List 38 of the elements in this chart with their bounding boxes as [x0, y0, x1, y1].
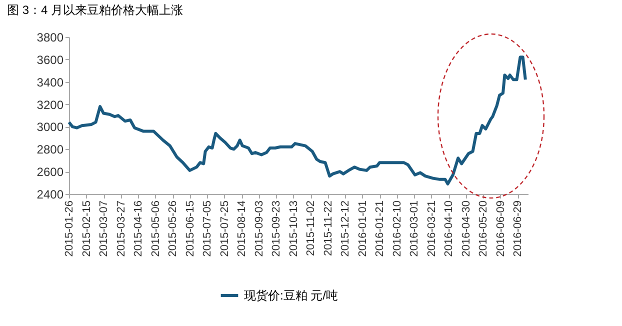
- x-tick-label: 2016-03-01: [408, 200, 421, 257]
- x-tick-label: 2015-02-15: [80, 200, 93, 257]
- x-tick-label: 2016-06-29: [512, 200, 524, 257]
- y-tick-label: 3400: [36, 75, 64, 90]
- y-tick-label: 3600: [36, 52, 64, 67]
- x-tick-label: 2015-03-27: [115, 200, 128, 257]
- x-tick-label: 2016-02-10: [391, 200, 404, 257]
- x-tick-label: 2015-05-26: [167, 200, 180, 257]
- x-tick-label: 2015-10-13: [288, 200, 300, 257]
- x-tick-label: 2015-06-15: [184, 200, 196, 257]
- x-tick-label: 2016-03-21: [426, 200, 438, 257]
- x-tick-label: 2015-01-26: [64, 200, 76, 257]
- x-tick-label: 2015-11-02: [305, 200, 318, 256]
- x-tick-label: 2016-06-09: [494, 200, 507, 257]
- chart-title: 图 3：4 月以来豆粕价格大幅上涨: [7, 3, 184, 17]
- x-tick-label: 2016-05-20: [478, 200, 490, 257]
- x-tick-label: 2015-05-06: [150, 200, 162, 257]
- y-tick-label: 2600: [36, 165, 64, 180]
- y-tick-label: 3800: [36, 30, 64, 44]
- y-tick-label: 2800: [36, 142, 64, 157]
- line-series: [68, 56, 527, 186]
- x-tick-label: 2016-01-01: [356, 200, 369, 257]
- x-tick-label: 2015-12-12: [340, 200, 352, 257]
- x-tick-label: 2015-09-23: [270, 200, 283, 257]
- x-tick-label: 2015-03-07: [98, 200, 110, 257]
- x-tick-label: 2015-08-14: [236, 200, 248, 257]
- x-tick-label: 2015-07-05: [202, 200, 214, 257]
- x-tick-label: 2015-04-16: [132, 200, 145, 257]
- legend-label: 现货价:豆粕 元/吨: [244, 288, 338, 302]
- y-tick-label: 2400: [36, 188, 64, 202]
- x-tick-label: 2016-04-30: [460, 200, 472, 257]
- y-tick-label: 3000: [36, 120, 64, 134]
- x-tick-label: 2016-01-21: [374, 200, 386, 257]
- x-tick-label: 2015-07-25: [218, 200, 231, 257]
- x-tick-label: 2015-09-03: [253, 200, 266, 257]
- x-tick-label: 2015-11-22: [322, 200, 334, 256]
- x-tick-label: 2016-04-10: [443, 200, 456, 257]
- y-tick-label: 3200: [36, 98, 64, 112]
